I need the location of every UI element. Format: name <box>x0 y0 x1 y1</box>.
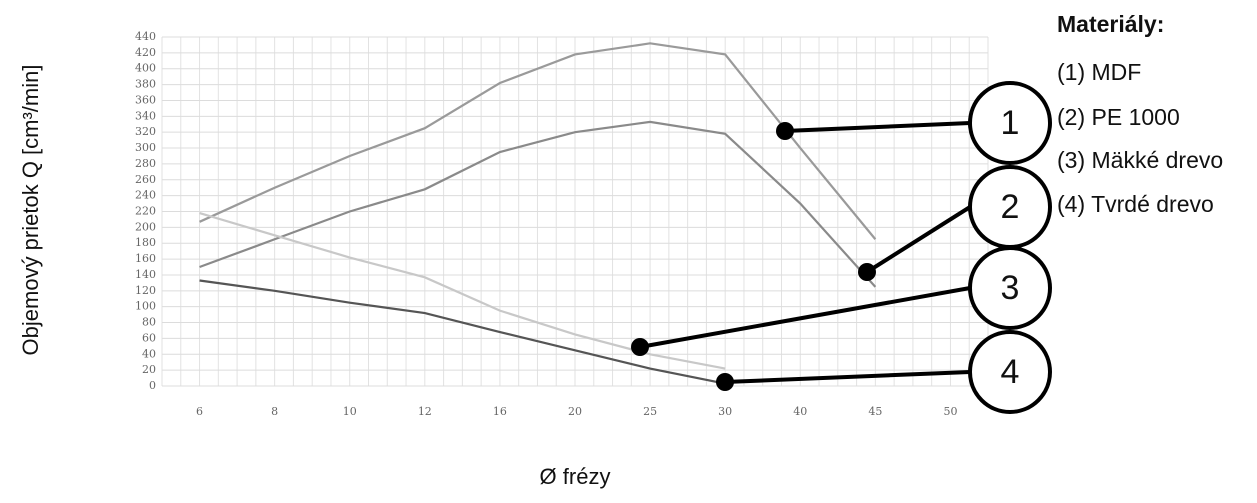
y-tick-label: 340 <box>135 109 156 122</box>
y-tick-label: 220 <box>135 205 156 218</box>
y-tick-label: 0 <box>149 379 156 392</box>
y-tick-label: 360 <box>135 93 156 106</box>
x-tick-label: 25 <box>643 405 657 418</box>
leader-line <box>865 205 972 274</box>
y-tick-label: 160 <box>135 252 156 265</box>
x-tick-label: 6 <box>196 405 203 418</box>
series-line <box>199 279 726 385</box>
legend-entry: (2) PE 1000 <box>1057 104 1180 130</box>
legend-title: Materiály: <box>1057 11 1164 37</box>
y-tick-label: 400 <box>135 62 156 75</box>
callout-circle <box>968 81 1052 165</box>
callout-dot <box>776 122 794 140</box>
y-tick-label: 60 <box>142 331 156 344</box>
callout-number: 2 <box>1001 188 1020 226</box>
y-tick-label: 420 <box>135 46 156 59</box>
y-axis-title: Objemový prietok Q [cm³/min] <box>18 65 43 356</box>
y-tick-label: 260 <box>135 173 156 186</box>
y-tick-label: 140 <box>135 268 156 281</box>
y-tick-label: 200 <box>135 220 156 233</box>
x-tick-label: 10 <box>343 405 357 418</box>
x-tick-label: 50 <box>943 405 957 418</box>
y-tick-label: 320 <box>135 125 156 138</box>
x-axis-title: Ø frézy <box>540 464 611 489</box>
x-tick-label: 8 <box>271 405 278 418</box>
leader-line <box>639 286 971 349</box>
x-tick-label: 12 <box>418 405 432 418</box>
callout-dot <box>631 338 649 356</box>
series-line <box>199 120 877 288</box>
callout-circle <box>968 330 1052 414</box>
legend-entry: (1) MDF <box>1057 59 1141 85</box>
y-tick-label: 280 <box>135 157 156 170</box>
x-tick-label: 20 <box>568 405 582 418</box>
y-tick-label: 180 <box>135 236 156 249</box>
callout-dot <box>858 263 876 281</box>
y-tick-label: 20 <box>142 363 156 376</box>
callout-number: 1 <box>1001 104 1020 142</box>
y-tick-label: 100 <box>135 300 156 313</box>
legend-entry: (3) Mäkké drevo <box>1057 147 1223 173</box>
callout-number: 4 <box>1001 353 1020 391</box>
callout-circle <box>968 246 1052 330</box>
x-tick-label: 40 <box>793 405 807 418</box>
y-tick-label: 120 <box>135 284 156 297</box>
callout-dot <box>716 373 734 391</box>
leader-line <box>724 370 971 384</box>
series-line <box>199 42 877 240</box>
legend-entry: (4) Tvrdé drevo <box>1057 191 1214 217</box>
y-tick-label: 380 <box>135 78 156 91</box>
x-tick-label: 45 <box>868 405 882 418</box>
leader-line <box>784 121 971 133</box>
callout-number: 3 <box>1001 269 1020 307</box>
y-tick-label: 300 <box>135 141 156 154</box>
y-tick-label: 80 <box>142 316 156 329</box>
y-tick-label: 440 <box>135 30 156 43</box>
x-tick-label: 16 <box>493 405 507 418</box>
y-tick-label: 40 <box>142 347 156 360</box>
x-tick-label: 30 <box>718 405 732 418</box>
y-tick-label: 240 <box>135 189 156 202</box>
